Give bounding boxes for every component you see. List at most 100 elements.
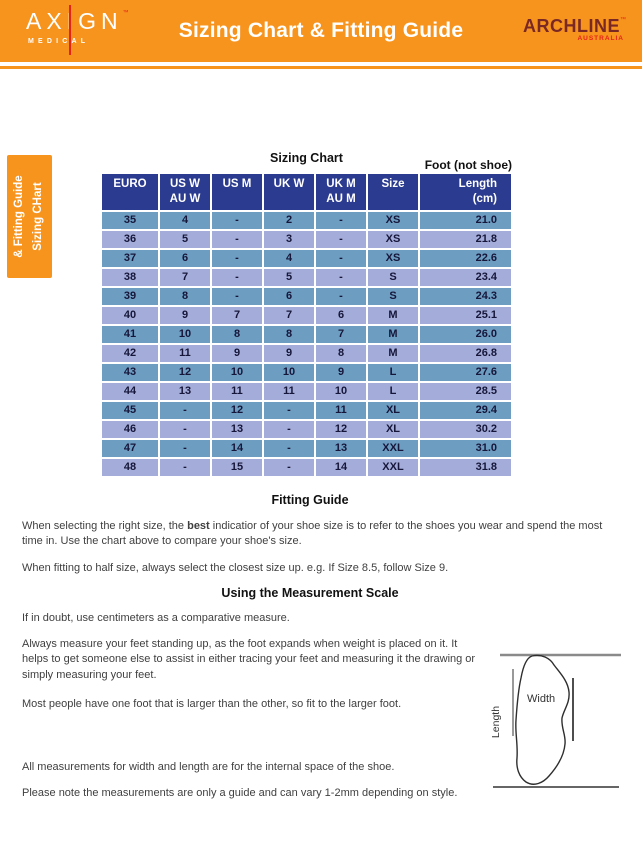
table-cell: 43: [102, 364, 158, 381]
column-header-ukw: UK W: [264, 174, 314, 210]
table-cell: 11: [160, 345, 210, 362]
table-cell: 14: [316, 459, 366, 476]
table-cell: 5: [264, 269, 314, 286]
table-cell: M: [368, 326, 418, 343]
measurement-paragraph-2: Always measure your feet standing up, as…: [22, 638, 476, 681]
column-header-usw: US W AU W: [160, 174, 210, 210]
axign-logo-line-icon: [69, 5, 71, 55]
table-cell: 24.3: [420, 288, 511, 305]
table-cell: 11: [212, 383, 262, 400]
header-divider: [0, 66, 642, 69]
measurement-paragraph-5: Please note the measurements are only a …: [22, 787, 458, 799]
table-cell: XS: [368, 250, 418, 267]
measurement-paragraph-3: Most people have one foot that is larger…: [22, 698, 402, 710]
measurement-paragraph-4: All measurements for width and length ar…: [22, 761, 395, 773]
measurement-paragraph-1: If in doubt, use centimeters as a compar…: [22, 612, 290, 624]
table-cell: 44: [102, 383, 158, 400]
table-cell: 4: [264, 250, 314, 267]
table-row: 36 5-3- XS 21.8: [102, 231, 511, 248]
table-cell: 12: [160, 364, 210, 381]
table-cell: 10: [160, 326, 210, 343]
sizing-chart-title: Sizing Chart: [270, 151, 343, 165]
table-cell: S: [368, 269, 418, 286]
table-cell: 45: [102, 402, 158, 419]
table-cell: 8: [212, 326, 262, 343]
axign-logo: AXIGN™ MEDICAL: [26, 5, 129, 55]
foot-not-shoe-label: Foot (not shoe): [424, 158, 512, 172]
axign-tagline: MEDICAL: [28, 38, 90, 45]
table-cell: 9: [264, 345, 314, 362]
table-cell: 31.8: [420, 459, 511, 476]
table-cell: 12: [212, 402, 262, 419]
side-tab: & Fitting Guide Sizing CHart: [7, 155, 52, 278]
axign-logo-text: AXIGN: [26, 8, 123, 34]
table-cell: 40: [102, 307, 158, 324]
table-cell: 47: [102, 440, 158, 457]
table-cell: M: [368, 345, 418, 362]
table-cell: 22.6: [420, 250, 511, 267]
table-cell: 7: [212, 307, 262, 324]
table-cell: 12: [316, 421, 366, 438]
table-cell: 38: [102, 269, 158, 286]
table-cell: 9: [212, 345, 262, 362]
table-cell: S: [368, 288, 418, 305]
table-cell: -: [264, 402, 314, 419]
table-row: 37 6-4- XS 22.6: [102, 250, 511, 267]
table-cell: -: [316, 269, 366, 286]
table-cell: 46: [102, 421, 158, 438]
header-banner: AXIGN™ MEDICAL Sizing Chart & Fitting Gu…: [0, 0, 642, 62]
column-header-length: Length (cm): [420, 174, 511, 210]
table-cell: 7: [264, 307, 314, 324]
table-row: 35 4-2- XS 21.0: [102, 212, 511, 229]
table-cell: 31.0: [420, 440, 511, 457]
archline-logo: ARCHLINE™ AUSTRALIA: [523, 16, 626, 42]
table-cell: 41: [102, 326, 158, 343]
table-cell: 35: [102, 212, 158, 229]
bold-word: best: [187, 520, 210, 532]
table-cell: -: [160, 459, 210, 476]
fitting-guide-paragraph-1: When selecting the right size, the best …: [22, 519, 622, 550]
measurement-scale-heading: Using the Measurement Scale: [221, 586, 399, 600]
table-cell: -: [212, 288, 262, 305]
table-cell: 37: [102, 250, 158, 267]
table-row: 42 11 9 9 8 M 26.8: [102, 345, 511, 362]
table-cell: 2: [264, 212, 314, 229]
table-row: 43 12 10 10 9 L 27.6: [102, 364, 511, 381]
table-cell: -: [160, 421, 210, 438]
side-tab-label: & Fitting Guide Sizing CHart: [7, 155, 52, 278]
table-cell: XL: [368, 402, 418, 419]
table-cell: 13: [316, 440, 366, 457]
table-cell: -: [316, 250, 366, 267]
table-cell: 10: [212, 364, 262, 381]
paragraph-text: When selecting the right size, the: [22, 520, 188, 532]
table-cell: 10: [316, 383, 366, 400]
table-cell: M: [368, 307, 418, 324]
table-cell: 36: [102, 231, 158, 248]
column-header-size: Size: [368, 174, 418, 210]
table-row: 40 9 7 7 6 M 25.1: [102, 307, 511, 324]
table-row: 41 10 8 8 7 M 26.0: [102, 326, 511, 343]
sizing-table-body: 35 4-2- XS 21.0 36 5-3- XS 21.8 37 6-4- XS 22.6 38 7-…: [102, 212, 511, 476]
table-cell: 8: [160, 288, 210, 305]
foot-outline-diagram-icon: [493, 653, 621, 788]
table-cell: 30.2: [420, 421, 511, 438]
table-row: 38 7-5- S 23.4: [102, 269, 511, 286]
table-cell: 6: [160, 250, 210, 267]
table-cell: 25.1: [420, 307, 511, 324]
table-cell: -: [264, 440, 314, 457]
table-cell: 26.8: [420, 345, 511, 362]
foot-outline-path: [515, 654, 570, 785]
page-title: Sizing Chart & Fitting Guide: [178, 19, 464, 42]
table-cell: 29.4: [420, 402, 511, 419]
table-cell: -: [160, 402, 210, 419]
column-header-ukm: UK M AU M: [316, 174, 366, 210]
table-cell: -: [316, 231, 366, 248]
table-cell: -: [212, 250, 262, 267]
width-label: Width: [527, 693, 556, 705]
axign-trademark-icon: ™: [122, 10, 129, 16]
table-cell: 15: [212, 459, 262, 476]
table-cell: XS: [368, 231, 418, 248]
table-cell: 21.0: [420, 212, 511, 229]
table-cell: 27.6: [420, 364, 511, 381]
